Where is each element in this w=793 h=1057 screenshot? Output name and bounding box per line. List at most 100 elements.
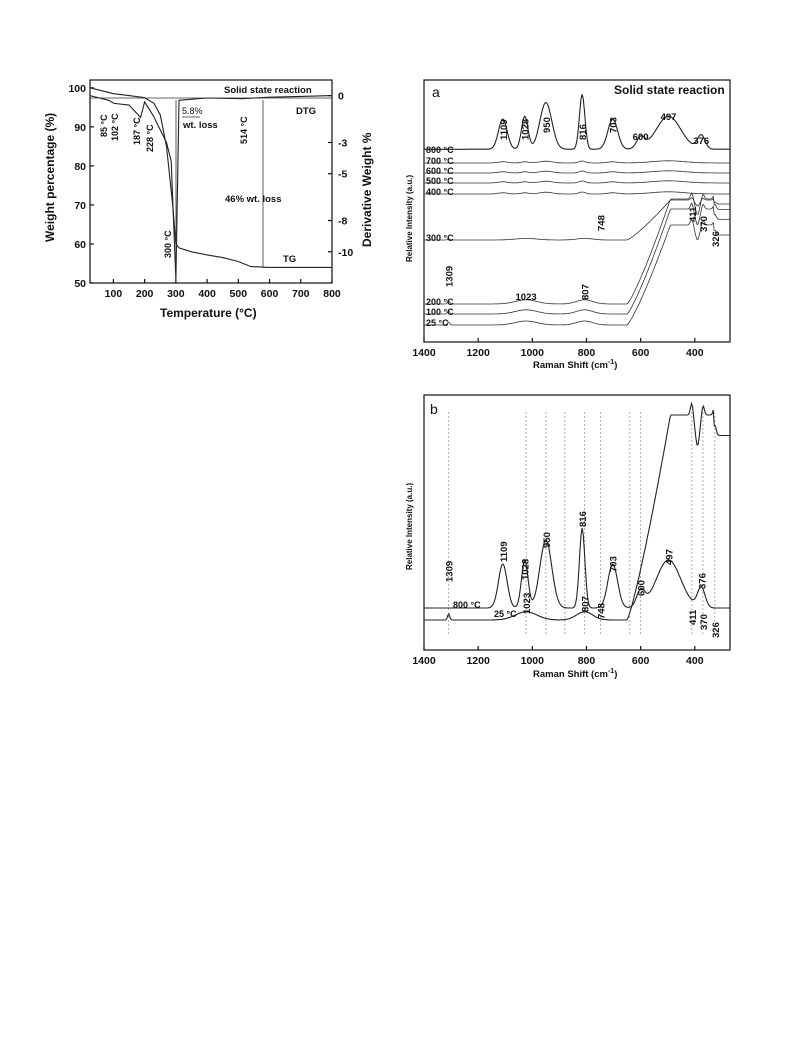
raman-b-peak-label: 1309: [445, 561, 456, 582]
raman-x-tick-label: 400: [686, 655, 704, 667]
panel-b-tag: b: [430, 401, 438, 417]
tg-annotation: 102 °C: [110, 113, 120, 141]
tg-y2-tick-label: -3: [338, 137, 347, 149]
raman-a-peak-label: 376: [693, 136, 709, 147]
tg-annotation: 514 °C: [239, 116, 249, 144]
tg-y2-tick-label: -8: [338, 216, 347, 228]
raman-a-series: [424, 94, 730, 326]
raman-x-tick-label: 400: [686, 347, 704, 359]
raman-x-tick-label: 1400: [412, 655, 436, 667]
tg-y2-tick-label: -5: [338, 169, 347, 181]
raman-a-series-line: [424, 180, 730, 184]
raman-b-peak-label: 1109: [499, 541, 510, 562]
raman-a-x-ticks: 1400 1200 1000 800 600 400: [412, 338, 704, 359]
raman-b-peak-label: 748: [597, 603, 608, 619]
raman-b-series: [424, 401, 730, 621]
raman-a-peak-label: 411: [688, 206, 699, 222]
raman-a-series-label: 600 °C: [426, 166, 454, 176]
raman-b-y-axis-label: Relative Intensity (a.u.): [405, 483, 414, 570]
raman-a-peak-label: 807: [581, 284, 592, 300]
raman-b-peak-labels: 1309 1109 1028 950 816 703 600 497 376 1023 807 748…: [445, 511, 722, 638]
raman-b-series-line: [424, 527, 730, 609]
tg-y2-tick-label: 0: [338, 91, 344, 103]
raman-x-tick-label: 1200: [466, 655, 490, 667]
tg-annotation: 300 °C: [163, 230, 173, 258]
raman-a-x-axis-label: Raman Shift (cm-1): [533, 359, 617, 371]
raman-a-series-label: 300 °C: [426, 233, 454, 243]
raman-a-series-label: 200 °C: [426, 297, 454, 307]
raman-a-peak-label: 816: [578, 124, 589, 140]
raman-b-peak-label: 326: [711, 622, 722, 638]
raman-x-tick-label: 800: [578, 655, 596, 667]
raman-a-y-axis-label: Relative Intensity (a.u.): [405, 175, 414, 262]
tg-annotation: 187 °C: [132, 117, 142, 145]
raman-x-tick-label: 600: [632, 347, 650, 359]
raman-b-peak-label: 950: [542, 532, 553, 548]
raman-b-peak-label: 1023: [522, 593, 533, 614]
tg-y-tick-label: 80: [74, 161, 86, 173]
raman-a-peak-label: 1309: [445, 266, 456, 287]
raman-b-peak-label: 600: [637, 580, 648, 596]
tg-y-tick-label: 90: [74, 122, 86, 134]
tg-x-tick-label: 800: [323, 288, 341, 300]
raman-b-x-ticks: 1400 1200 1000 800 600 400: [412, 646, 704, 667]
raman-b-peak-label: 703: [609, 556, 620, 572]
tg-y-axis-label: Weight percentage (%): [43, 113, 57, 242]
raman-a-peak-label: 600: [633, 132, 649, 143]
raman-a-series-line: [424, 192, 730, 305]
raman-x-tick-label: 1000: [521, 347, 545, 359]
raman-a-plot-frame: [423, 79, 731, 343]
raman-a-peak-label: 1023: [516, 292, 537, 303]
tg-y-tick-label: 100: [68, 83, 86, 95]
tg-x-tick-label: 600: [261, 288, 279, 300]
raman-a-series-line: [424, 218, 730, 326]
raman-a-series-label: 500 °C: [426, 176, 454, 186]
tg-annotation: 228 °C: [145, 124, 155, 152]
tg-x-axis-label: Temperature (°C): [160, 306, 257, 320]
raman-x-tick-label: 1200: [466, 347, 490, 359]
raman-b-peak-label: 497: [665, 549, 676, 565]
tg-series-label: TG: [283, 254, 296, 265]
raman-b-series-label: 800 °C: [453, 600, 481, 610]
tg-x-tick-label: 100: [105, 288, 123, 300]
raman-b-peak-label: 1028: [521, 559, 532, 580]
raman-a-series-line: [424, 170, 730, 174]
raman-a-peak-label: 748: [597, 215, 608, 231]
raman-a-series-line: [424, 202, 730, 315]
tg-y-tick-label: 70: [74, 200, 86, 212]
raman-a-peak-label: 950: [542, 117, 553, 133]
tg-x-tick-label: 400: [198, 288, 216, 300]
raman-a-peak-label: 326: [711, 231, 722, 247]
raman-b-reference-lines: [448, 412, 716, 636]
raman-x-tick-label: 1000: [521, 655, 545, 667]
tg-x-tick-label: 300: [167, 288, 185, 300]
raman-x-tick-label: 600: [632, 655, 650, 667]
raman-a-peak-label: 1109: [499, 119, 510, 140]
tg-plot-frame: [89, 79, 333, 284]
tg-title: Solid state reaction: [224, 85, 312, 96]
tg-y-ticks: 50 60 70 80 90 100: [68, 83, 94, 290]
raman-a-series-label: 400 °C: [426, 187, 454, 197]
raman-a-series-line: [424, 160, 730, 164]
tg-x-tick-label: 700: [292, 288, 310, 300]
tg-annotation: 5.8%: [182, 106, 203, 116]
raman-a-peak-label: 497: [661, 112, 677, 123]
raman-b-peak-label: 807: [581, 596, 592, 612]
raman-b-series-label: 25 °C: [494, 609, 517, 619]
raman-b-plot-frame: [423, 394, 731, 651]
raman-b-peak-label: 816: [578, 511, 589, 527]
tg-y-tick-label: 50: [74, 278, 86, 290]
tg-annotation: 46% wt. loss: [225, 194, 282, 205]
raman-b-series-line: [424, 401, 730, 621]
raman-a-series-label: 100 °C: [426, 307, 454, 317]
dtg-series-label: DTG: [296, 106, 316, 117]
tg-y2-axis-label: Derivative Weight %: [360, 132, 374, 247]
raman-a-peak-label: 370: [699, 216, 710, 232]
raman-a-title: Solid state reaction: [614, 83, 725, 97]
raman-a-peak-label: 703: [609, 117, 620, 133]
raman-b-peak-label: 376: [697, 573, 708, 589]
